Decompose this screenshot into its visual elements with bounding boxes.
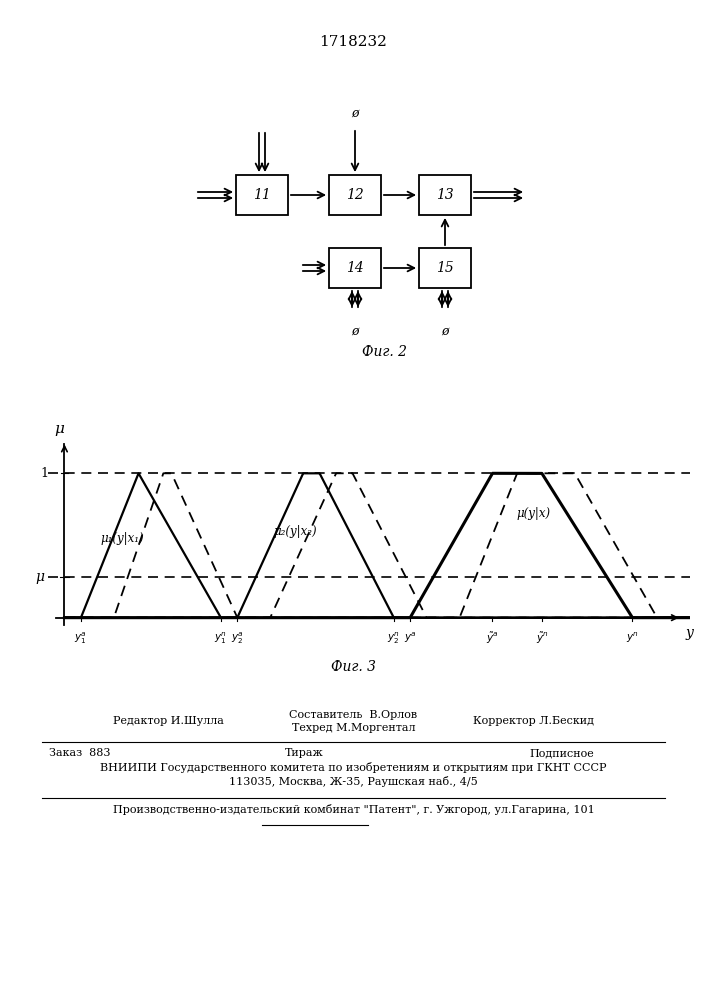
Text: $y_2^a$: $y_2^a$ <box>231 631 244 646</box>
Text: ø: ø <box>441 325 449 338</box>
Text: Заказ  883: Заказ 883 <box>49 748 111 758</box>
Text: Техред М.Моргентал: Техред М.Моргентал <box>292 723 415 733</box>
Text: ø: ø <box>351 325 358 338</box>
Text: 15: 15 <box>436 261 454 275</box>
Text: Тираж: Тираж <box>285 748 323 758</box>
Text: Редактор И.Шулла: Редактор И.Шулла <box>113 716 224 726</box>
Text: $\tilde{y}^n$: $\tilde{y}^n$ <box>535 631 548 646</box>
Text: Производственно-издательский комбинат "Патент", г. Ужгород, ул.Гагарина, 101: Производственно-издательский комбинат "П… <box>112 804 595 815</box>
Text: μ: μ <box>36 570 45 584</box>
Text: 1718232: 1718232 <box>319 35 387 49</box>
Text: Фиг. 2: Фиг. 2 <box>363 345 407 359</box>
Text: μ₁(y|x₁): μ₁(y|x₁) <box>100 532 144 545</box>
Text: 14: 14 <box>346 261 364 275</box>
Text: y: y <box>685 626 693 640</box>
FancyBboxPatch shape <box>329 175 381 215</box>
FancyBboxPatch shape <box>329 248 381 288</box>
Text: $y^a$: $y^a$ <box>404 631 416 645</box>
FancyBboxPatch shape <box>419 248 471 288</box>
Text: 1: 1 <box>40 467 48 480</box>
Text: μ₂(y|x₂): μ₂(y|x₂) <box>273 525 317 538</box>
Text: ВНИИПИ Государственного комитета по изобретениям и открытиям при ГКНТ СССР: ВНИИПИ Государственного комитета по изоб… <box>100 762 607 773</box>
Text: $y_1^a$: $y_1^a$ <box>74 631 88 646</box>
Text: 113035, Москва, Ж-35, Раушская наб., 4/5: 113035, Москва, Ж-35, Раушская наб., 4/5 <box>229 776 478 787</box>
FancyBboxPatch shape <box>419 175 471 215</box>
Text: μ(y|x): μ(y|x) <box>517 507 551 520</box>
Text: $y_2^n$: $y_2^n$ <box>387 631 400 646</box>
Text: μ: μ <box>54 422 64 436</box>
Text: $y_1^n$: $y_1^n$ <box>214 631 228 646</box>
Text: 12: 12 <box>346 188 364 202</box>
Text: Составитель  В.Орлов: Составитель В.Орлов <box>289 710 418 720</box>
Text: 13: 13 <box>436 188 454 202</box>
Text: ø: ø <box>351 107 358 120</box>
Text: 11: 11 <box>253 188 271 202</box>
Text: $y^n$: $y^n$ <box>626 631 639 645</box>
Text: $\tilde{y}^a$: $\tilde{y}^a$ <box>486 631 498 646</box>
Text: Фиг. 3: Фиг. 3 <box>331 660 376 674</box>
Text: Корректор Л.Бескид: Корректор Л.Бескид <box>473 716 594 726</box>
FancyBboxPatch shape <box>236 175 288 215</box>
Text: Подписное: Подписное <box>529 748 594 758</box>
